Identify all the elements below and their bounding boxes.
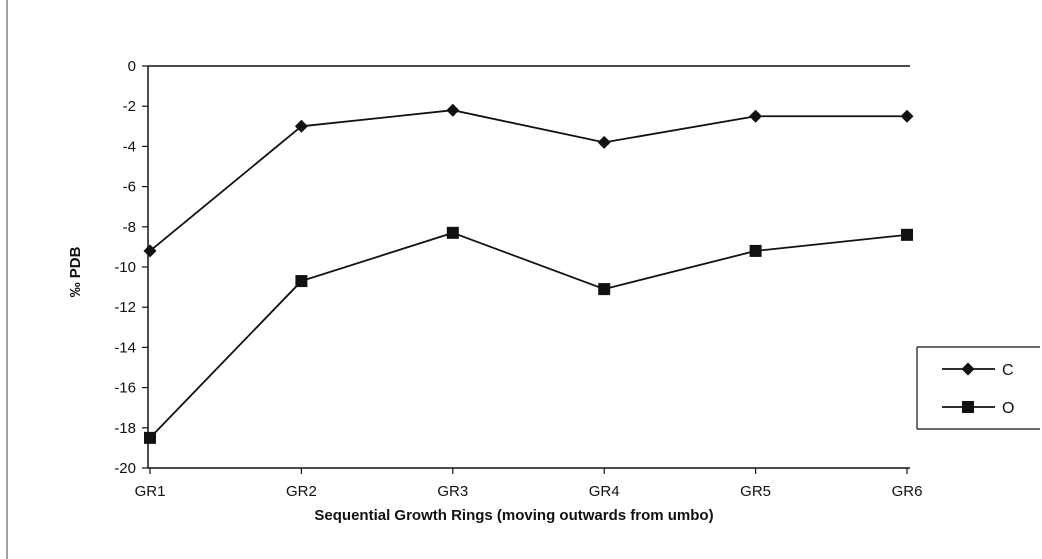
data-point [598, 283, 611, 296]
legend-box [916, 346, 1040, 430]
data-point [749, 244, 762, 257]
x-tick-label: GR2 [286, 483, 317, 500]
legend-item: C [942, 362, 1014, 379]
y-tick-label: -14 [114, 339, 136, 356]
x-tick-label: GR6 [892, 483, 923, 500]
y-axis-title: ‰ PDB [67, 246, 84, 297]
data-point [446, 103, 460, 117]
x-tick-label: GR3 [437, 483, 468, 500]
data-point [295, 275, 308, 288]
series-line [149, 109, 907, 252]
data-point [749, 109, 763, 123]
y-tick-label: -6 [123, 179, 136, 196]
y-tick-label: -8 [123, 219, 136, 236]
data-point [900, 109, 914, 123]
y-ticks: 0 -2 -4 -6 -8 -10 -12 -14 -16 -18 -20 [114, 58, 148, 477]
data-point [143, 244, 157, 258]
x-tick-label: GR1 [135, 483, 166, 500]
data-point [294, 119, 308, 133]
series-line [149, 231, 908, 439]
legend-label: C [1002, 362, 1014, 379]
y-tick-label: -2 [123, 98, 136, 115]
y-tick-label: -12 [114, 299, 136, 316]
legend-marker [961, 362, 975, 376]
data-point [901, 228, 913, 241]
legend-marker [962, 401, 974, 413]
x-ticks: GR1 GR2 GR3 GR4 GR5 GR6 [135, 468, 923, 500]
y-tick-label: -20 [114, 460, 136, 477]
x-axis-title: Sequential Growth Rings (moving outwards… [314, 507, 713, 524]
y-tick-label: -4 [123, 138, 136, 155]
y-tick-label: -16 [114, 380, 136, 397]
legend: CO [916, 346, 1040, 430]
series-layer [143, 103, 914, 444]
data-point [144, 431, 156, 444]
x-tick-label: GR5 [740, 483, 771, 500]
data-point [597, 135, 611, 149]
y-tick-label: -18 [114, 420, 136, 437]
x-tick-label: GR4 [589, 483, 620, 500]
legend-item: O [942, 400, 1014, 417]
legend-label: O [1002, 400, 1014, 417]
series-O [144, 226, 913, 444]
y-tick-label: 0 [128, 58, 136, 75]
series-C [143, 103, 914, 258]
data-point [446, 226, 459, 239]
y-tick-label: -10 [114, 259, 136, 276]
